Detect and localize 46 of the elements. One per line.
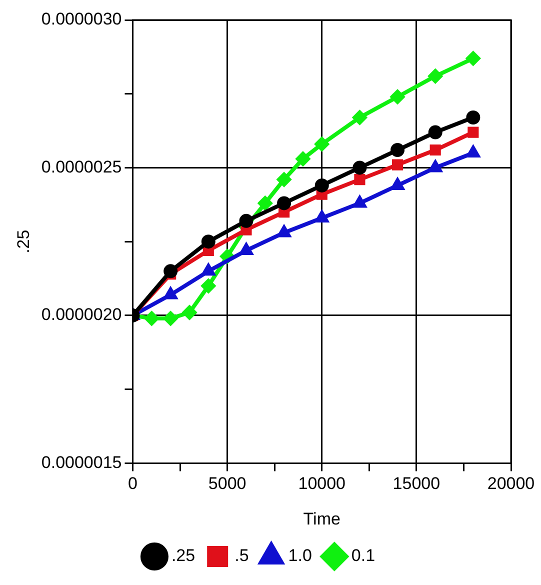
- y-tick-label: 0.0000030: [41, 10, 122, 29]
- point: [468, 126, 479, 138]
- point: [466, 51, 480, 66]
- point: [314, 178, 329, 192]
- point: [392, 159, 404, 170]
- point: [352, 110, 367, 125]
- y-tick-label: 0.0000015: [41, 452, 122, 472]
- point: [239, 214, 254, 228]
- x-tick-label: 20000: [487, 474, 535, 494]
- y-tick-label: 0.0000025: [41, 157, 122, 176]
- point: [201, 234, 216, 249]
- x-tick-label: 15000: [392, 474, 440, 494]
- point: [182, 306, 196, 320]
- point: [201, 278, 216, 293]
- legend-label: .25: [171, 546, 196, 566]
- point: [390, 90, 405, 104]
- y-axis-title: .25: [14, 230, 33, 254]
- point: [296, 152, 310, 166]
- point: [354, 174, 366, 186]
- legend-label: 0.1: [351, 546, 376, 566]
- point: [353, 196, 366, 208]
- point: [164, 311, 178, 326]
- point: [428, 125, 442, 140]
- y-tick-label: 0.0000020: [41, 305, 122, 324]
- point: [240, 224, 252, 236]
- point: [391, 178, 404, 190]
- point: [352, 160, 367, 175]
- x-tick-label: 0: [128, 474, 138, 494]
- point: [277, 196, 292, 210]
- point: [258, 196, 272, 210]
- point: [466, 146, 480, 158]
- point: [277, 172, 292, 187]
- x-tick-label: 5000: [208, 474, 246, 494]
- point: [240, 243, 253, 255]
- legend-label: 1.0: [288, 546, 312, 566]
- point: [390, 143, 405, 158]
- x-tick-label: 10000: [298, 474, 346, 494]
- point: [466, 110, 480, 125]
- legend-label: .5: [234, 546, 249, 566]
- point: [428, 69, 442, 84]
- point: [144, 311, 159, 326]
- point: [314, 137, 329, 152]
- point: [164, 264, 178, 278]
- x-axis-title: Time: [303, 509, 340, 528]
- point: [316, 210, 328, 222]
- point: [430, 144, 441, 156]
